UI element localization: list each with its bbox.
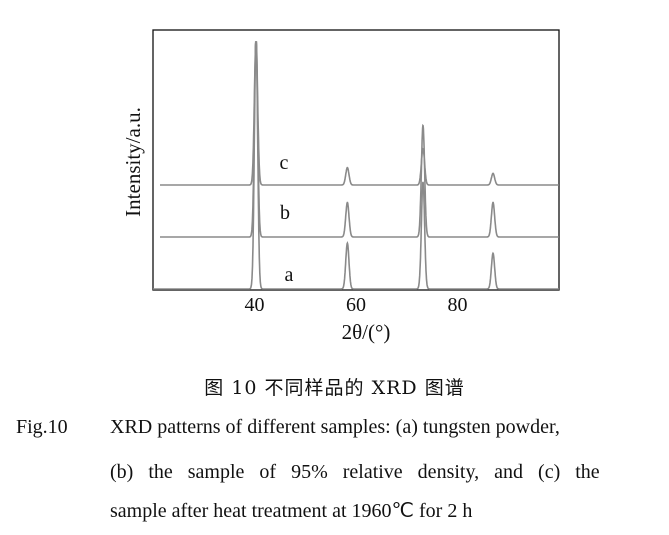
series-line-a — [153, 41, 559, 290]
figure-label: Fig.10 — [16, 416, 68, 438]
caption-line-3: sample after heat treatment at 1960℃ for… — [110, 500, 473, 522]
series-label-a: a — [285, 264, 294, 286]
caption-chinese: 图 10 不同样品的 XRD 图谱 — [204, 377, 465, 399]
series-line-c — [160, 41, 559, 186]
xrd-chart: 40 60 80 a b c Intensity/a.u. 2θ/(°) — [121, 29, 560, 344]
caption-line-1: XRD patterns of different samples: (a) t… — [110, 416, 560, 438]
x-tick-label: 80 — [448, 294, 468, 316]
y-axis-title: Intensity/a.u. — [121, 107, 145, 217]
series-line-b — [160, 41, 559, 238]
series-label-b: b — [280, 202, 290, 224]
series-label-c: c — [280, 152, 289, 174]
x-tick-label: 60 — [346, 294, 366, 316]
x-tick-label: 40 — [245, 294, 265, 316]
caption-line-2: (b) the sample of 95% relative density, … — [110, 461, 600, 483]
plot-frame — [152, 29, 560, 291]
x-axis-title: 2θ/(°) — [342, 320, 391, 344]
